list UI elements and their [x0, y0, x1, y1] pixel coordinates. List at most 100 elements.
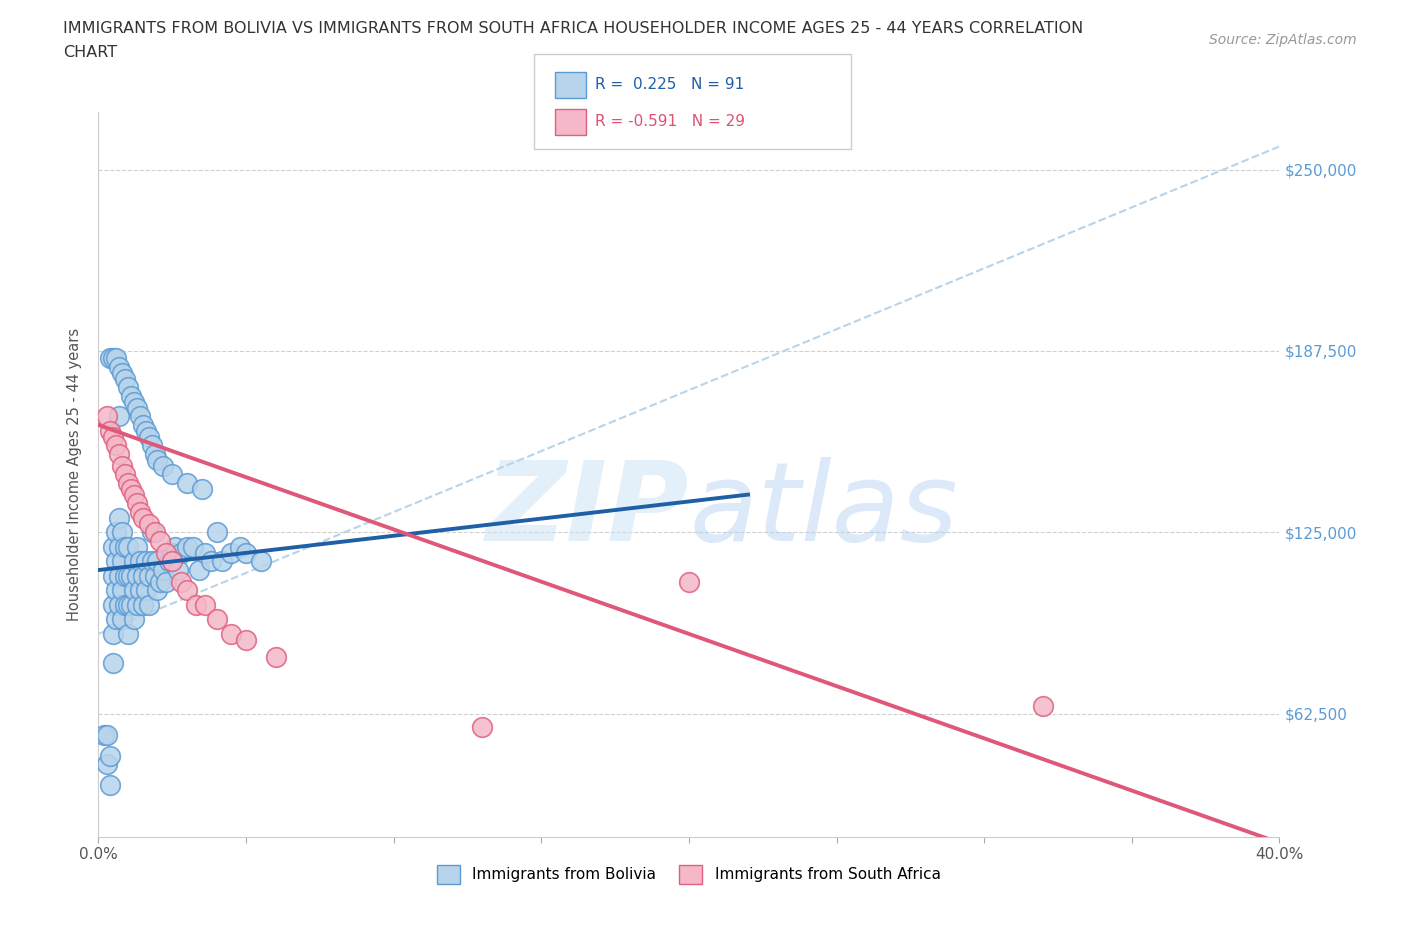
Point	[105, 525, 128, 539]
Legend: Immigrants from Bolivia, Immigrants from South Africa: Immigrants from Bolivia, Immigrants from…	[437, 865, 941, 884]
Point	[132, 568, 155, 583]
Point	[187, 563, 209, 578]
Point	[141, 438, 163, 453]
Point	[152, 458, 174, 473]
Point	[132, 418, 155, 432]
Point	[120, 597, 142, 612]
Point	[108, 597, 131, 612]
Point	[235, 632, 257, 647]
Point	[117, 568, 139, 583]
Point	[205, 525, 228, 539]
Point	[122, 394, 145, 409]
Point	[125, 597, 148, 612]
Text: R = -0.591   N = 29: R = -0.591 N = 29	[595, 114, 745, 129]
Point	[98, 351, 121, 365]
Point	[211, 554, 233, 569]
Point	[157, 554, 180, 569]
Point	[162, 467, 183, 482]
Text: ZIP: ZIP	[485, 457, 689, 565]
Point	[120, 389, 142, 404]
Point	[122, 554, 145, 569]
Point	[176, 583, 198, 598]
Point	[165, 539, 187, 554]
Point	[120, 568, 142, 583]
Point	[135, 554, 157, 569]
Point	[120, 482, 142, 497]
Point	[138, 597, 160, 612]
Point	[96, 757, 118, 772]
Point	[117, 627, 139, 642]
Point	[128, 554, 150, 569]
Point	[138, 429, 160, 444]
Point	[146, 583, 169, 598]
Point	[114, 371, 136, 386]
Point	[229, 539, 252, 554]
Point	[170, 574, 193, 589]
Point	[221, 545, 243, 560]
Point	[103, 627, 125, 642]
Y-axis label: Householder Income Ages 25 - 44 years: Householder Income Ages 25 - 44 years	[67, 327, 83, 621]
Point	[149, 534, 172, 549]
Point	[135, 583, 157, 598]
Point	[250, 554, 273, 569]
Point	[114, 539, 136, 554]
Text: IMMIGRANTS FROM BOLIVIA VS IMMIGRANTS FROM SOUTH AFRICA HOUSEHOLDER INCOME AGES : IMMIGRANTS FROM BOLIVIA VS IMMIGRANTS FR…	[63, 21, 1084, 36]
Point	[103, 568, 125, 583]
Point	[114, 597, 136, 612]
Point	[125, 496, 148, 511]
Text: CHART: CHART	[63, 45, 117, 60]
Point	[122, 487, 145, 502]
Point	[191, 482, 214, 497]
Point	[176, 539, 198, 554]
Point	[111, 525, 134, 539]
Point	[162, 554, 183, 569]
Point	[152, 563, 174, 578]
Point	[194, 597, 217, 612]
Point	[221, 627, 243, 642]
Point	[155, 545, 177, 560]
Point	[1032, 699, 1054, 714]
Point	[128, 583, 150, 598]
Point	[105, 438, 128, 453]
Point	[96, 728, 118, 743]
Point	[105, 351, 128, 365]
Point	[108, 539, 131, 554]
Point	[111, 612, 134, 627]
Point	[143, 568, 166, 583]
Point	[114, 467, 136, 482]
Point	[264, 650, 287, 665]
Point	[103, 429, 125, 444]
Point	[117, 539, 139, 554]
Point	[125, 400, 148, 415]
Point	[117, 475, 139, 490]
Point	[205, 612, 228, 627]
Point	[155, 574, 177, 589]
Point	[146, 452, 169, 467]
Point	[235, 545, 257, 560]
Point	[105, 583, 128, 598]
Point	[108, 446, 131, 461]
Text: Source: ZipAtlas.com: Source: ZipAtlas.com	[1209, 33, 1357, 46]
Point	[141, 525, 163, 539]
Point	[162, 545, 183, 560]
Point	[103, 539, 125, 554]
Text: R =  0.225   N = 91: R = 0.225 N = 91	[595, 77, 744, 92]
Point	[471, 719, 494, 734]
Point	[98, 423, 121, 438]
Point	[117, 379, 139, 394]
Point	[98, 777, 121, 792]
Point	[98, 749, 121, 764]
Point	[138, 568, 160, 583]
Point	[138, 516, 160, 531]
Point	[200, 554, 222, 569]
Point	[143, 446, 166, 461]
Point	[132, 597, 155, 612]
Point	[105, 554, 128, 569]
Point	[125, 568, 148, 583]
Point	[176, 475, 198, 490]
Point	[93, 728, 115, 743]
Point	[114, 568, 136, 583]
Point	[181, 539, 204, 554]
Point	[122, 612, 145, 627]
Point	[146, 554, 169, 569]
